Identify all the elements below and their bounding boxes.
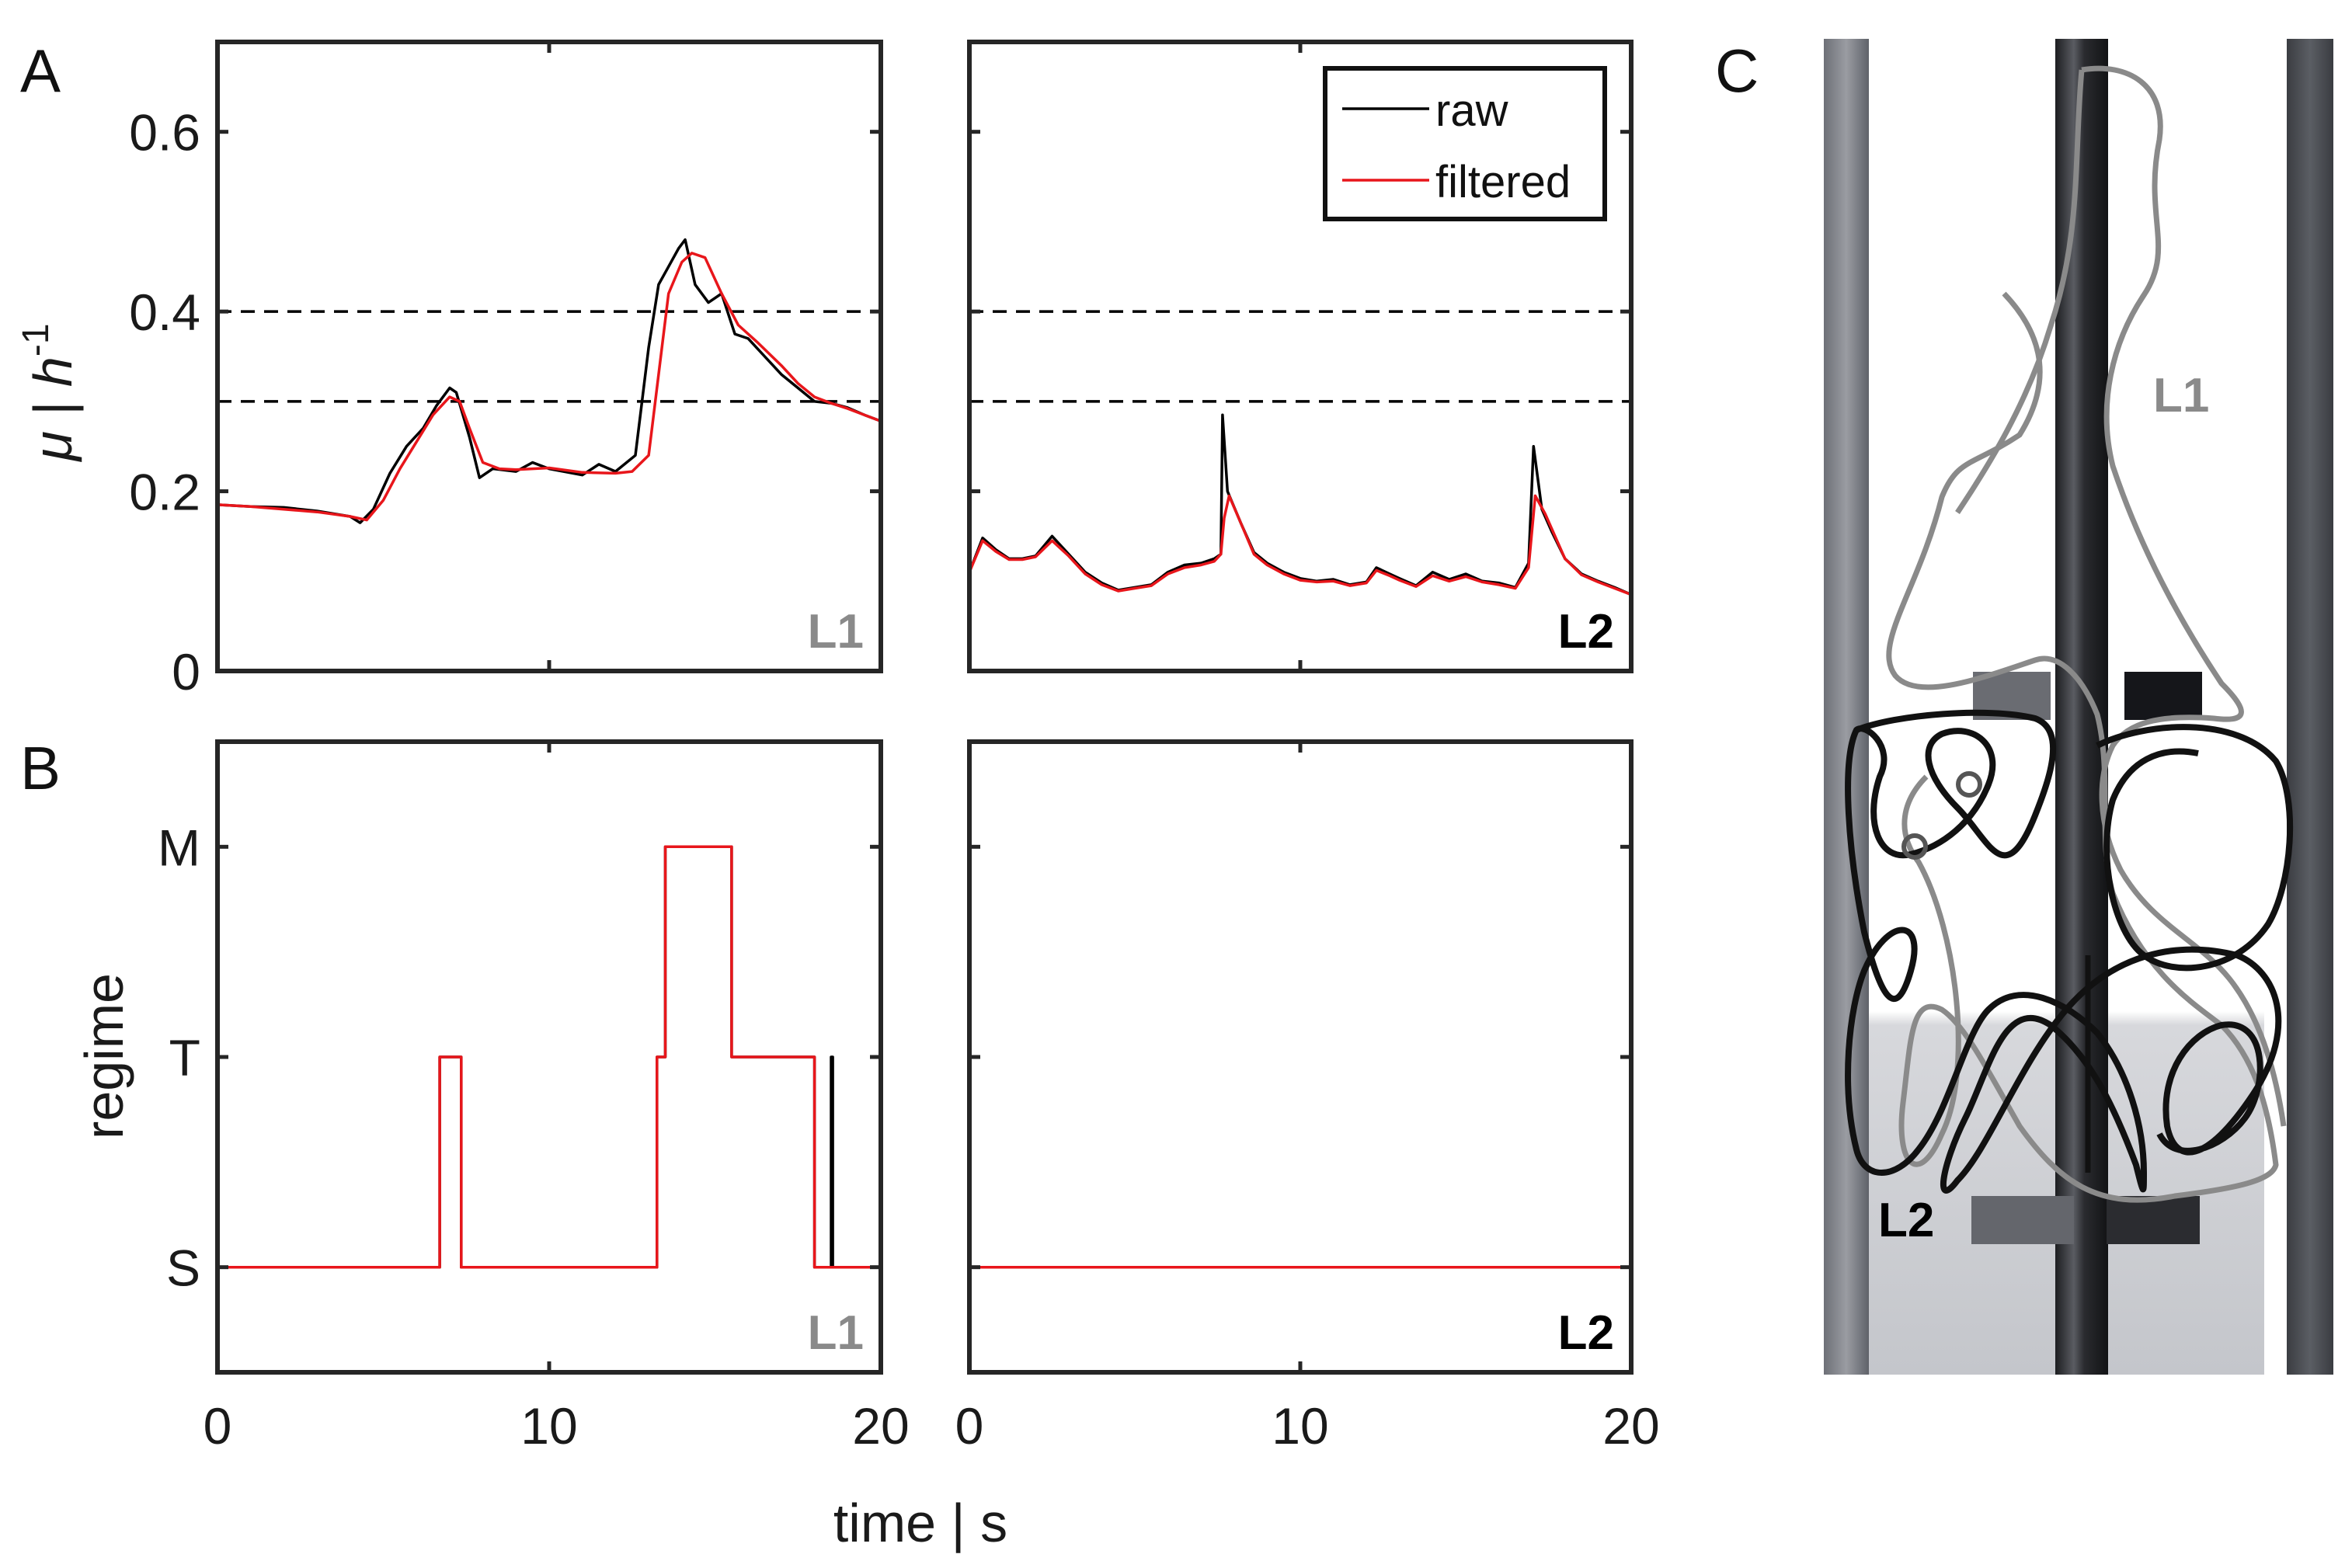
axes-frame <box>217 42 881 671</box>
ytick-label: 0 <box>172 643 200 701</box>
label-l1-image: L1 <box>2153 369 2209 422</box>
corner-label-l1: L1 <box>808 605 864 659</box>
xtick-label: 0 <box>204 1397 232 1455</box>
ylabel-mu-exponent: -1 <box>16 323 57 356</box>
xlabel-time: time | s <box>833 1493 1007 1553</box>
ytick-label: T <box>169 1029 200 1086</box>
xtick-label: 10 <box>520 1397 577 1455</box>
series-filtered <box>217 847 881 1267</box>
series-filtered <box>217 253 881 520</box>
panel-label-a: A <box>20 37 61 105</box>
ylabel-mu-text: μ | h <box>23 356 84 462</box>
ytick-label: 0.4 <box>129 283 200 341</box>
panel-label-c: C <box>1715 37 1759 105</box>
tank-left-rod <box>1824 39 1869 1375</box>
lower-baffle-left <box>1971 1196 2074 1244</box>
ytick-label: 0.6 <box>129 104 200 162</box>
xtick-label: 0 <box>955 1397 984 1455</box>
series-raw <box>217 240 881 523</box>
legend-filtered-label: filtered <box>1435 157 1571 207</box>
svg-text:μ | h-1: μ | h-1 <box>16 323 84 462</box>
axes-a-l1: 0 0.2 0.4 0.6 L1 <box>129 42 881 701</box>
xtick-label: 20 <box>852 1397 909 1455</box>
xtick-label: 20 <box>1602 1397 1659 1455</box>
axes-b-l2: 0 10 20 L2 <box>955 742 1660 1455</box>
figure: A B C μ | h-1 regime time | s 0 0.2 0.4 0.6… <box>0 0 2352 1568</box>
tank-right-rod <box>2287 39 2333 1375</box>
corner-label-l2: L2 <box>1558 605 1614 659</box>
lower-baffle-right <box>2107 1196 2200 1244</box>
series-raw <box>969 415 1631 594</box>
ytick-label: 0.2 <box>129 464 200 521</box>
xtick-label: 10 <box>1272 1397 1328 1455</box>
ylabel-mu: μ | h-1 <box>16 323 84 462</box>
upper-baffle-right <box>2124 672 2202 720</box>
axes-frame <box>969 742 1631 1372</box>
ytick-label: S <box>166 1239 200 1297</box>
legend: raw filtered <box>1325 68 1605 219</box>
tank-image: L1 L2 <box>1824 39 2333 1375</box>
ytick-label: M <box>158 819 200 876</box>
axes-b-l1: 0 10 20 S T M L1 <box>158 742 910 1455</box>
corner-label-l1: L1 <box>808 1306 864 1360</box>
panel-label-b: B <box>20 734 61 802</box>
ylabel-regime: regime <box>74 973 134 1139</box>
corner-label-l2: L2 <box>1558 1306 1614 1360</box>
legend-raw-label: raw <box>1435 85 1509 136</box>
label-l2-image: L2 <box>1878 1194 1934 1247</box>
